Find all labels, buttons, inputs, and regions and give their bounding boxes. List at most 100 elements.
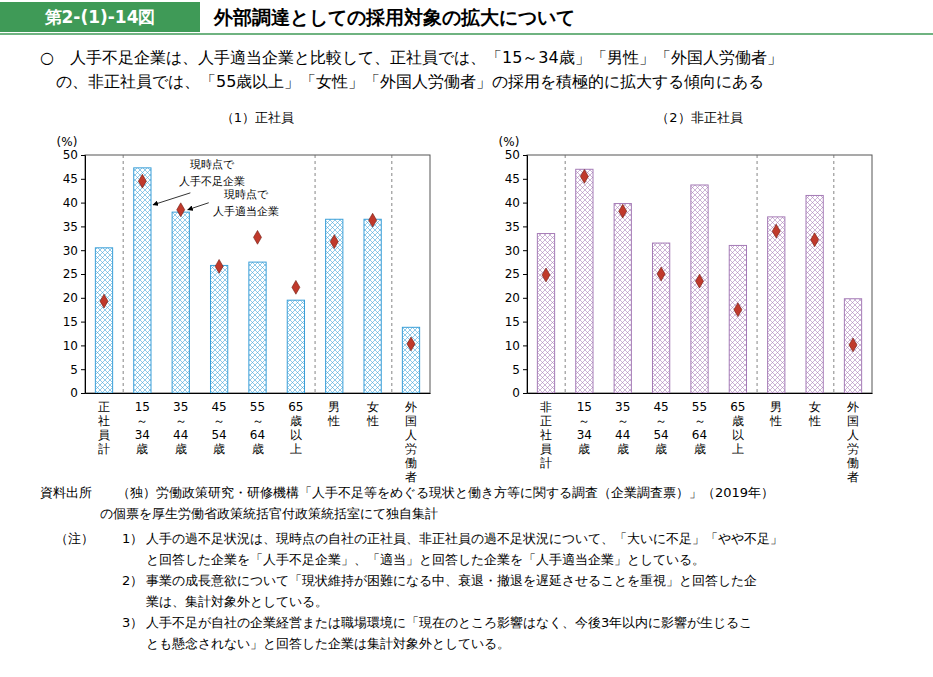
x-axis: 正社員計15～34歳35～44歳45～54歳55～64歳65歳以上男性女性外国人… (86, 393, 431, 484)
x-tick-label: 女性 (808, 400, 821, 428)
x-tick-label: 45～54歳 (211, 400, 226, 456)
x-tick-label-part: 65 (288, 400, 303, 414)
marker (542, 268, 550, 282)
marker (580, 170, 588, 184)
x-tick-label-part: 55 (692, 400, 707, 414)
x-tick-label-part: ～ (136, 414, 148, 428)
marker (330, 235, 338, 249)
x-tick-label-part: 労 (847, 442, 859, 456)
y-tick: 15 (63, 315, 85, 329)
x-tick-label-part: 者 (405, 470, 417, 484)
bar (844, 299, 861, 393)
x-tick-label-part: 以 (732, 428, 744, 442)
x-tick-label-part: 性 (327, 414, 340, 428)
bar (134, 168, 151, 393)
y-tick: 50 (63, 148, 85, 162)
bar (729, 245, 746, 393)
x-tick-label-part: ～ (213, 414, 225, 428)
x-tick-label-part: ～ (175, 414, 187, 428)
x-tick-label-part: 計 (98, 442, 110, 456)
x-tick-label-part: 社 (540, 428, 552, 442)
source-label: 資料出所 (40, 485, 92, 500)
figure-title: 外部調達としての採用対象の拡大について (213, 6, 575, 28)
series-annotation: 現時点で人手適当企業 (213, 188, 279, 218)
annotation-line: 現時点で (190, 158, 235, 171)
group-separator (833, 155, 834, 393)
notes-label: （注） (55, 531, 94, 546)
note-line: と回答した企業を「人手不足企業」、「適当」と回答した企業を「人手適当企業」として… (146, 552, 705, 567)
bar (806, 195, 823, 393)
summary-line: の、非正社員では、「55歳以上」「女性」「外国人労働者」の採用を積極的に拡大する… (56, 72, 764, 91)
x-tick-label-part: 35 (173, 400, 188, 414)
y-tick-mark (81, 250, 85, 251)
y-tick-mark (523, 393, 527, 394)
x-tick-label-part: 外 (847, 400, 859, 414)
y-tick-mark (81, 179, 85, 180)
x-tick: 55～64歳 (692, 393, 707, 456)
y-tick-mark (523, 369, 527, 370)
chart-title: （2）非正社員 (656, 110, 742, 125)
x-tick: 35～44歳 (173, 393, 188, 456)
x-tick-label-part: 54 (211, 428, 226, 442)
x-tick-label: 女性 (366, 400, 379, 428)
x-tick: 男性 (769, 393, 782, 428)
bar (402, 327, 419, 393)
x-tick-label-part: 15 (135, 400, 150, 414)
x-tick-label-part: 55 (250, 400, 265, 414)
marker (369, 213, 377, 227)
x-tick-label: 35～44歳 (615, 400, 630, 456)
marker (811, 233, 819, 247)
source-line: （独）労働政策研究・研修機構「人手不足等をめぐる現状と働き方等に関する調査（企業… (117, 485, 774, 500)
note-number: 1） (122, 531, 143, 546)
x-tick-label-part: 員 (98, 428, 110, 442)
x-tick-label-part: 男 (770, 400, 782, 414)
x-tick-label-part: 上 (290, 442, 302, 456)
x-tick: 女性 (808, 393, 821, 428)
x-tick-label: 15～34歳 (577, 400, 592, 456)
x-tick: 35～44歳 (615, 393, 630, 456)
x-tick-label-part: ～ (252, 414, 264, 428)
bar (537, 234, 554, 393)
chart-title: （1）正社員 (221, 110, 294, 125)
x-tick-label-part: 歳 (578, 442, 590, 456)
marker (619, 204, 627, 218)
x-tick-label-part: 64 (250, 428, 265, 442)
y-tick-mark (81, 226, 85, 227)
y-tick-mark (523, 155, 527, 156)
x-tick-label-part: 上 (732, 442, 744, 456)
x-tick-label-part: 正 (540, 414, 552, 428)
x-tick-label-part: 性 (808, 414, 821, 428)
y-tick-label: 25 (63, 267, 78, 281)
annotation-line: 人手不足企業 (179, 175, 245, 188)
x-tick-label-part: 以 (290, 428, 302, 442)
x-tick-label-part: ～ (655, 414, 667, 428)
y-tick-label: 25 (505, 267, 520, 281)
note-line: とも懸念されない」と回答した企業は集計対象外としている。 (146, 636, 510, 651)
y-tick: 15 (505, 315, 527, 329)
y-tick-mark (81, 298, 85, 299)
x-tick-label-part: 人 (405, 428, 417, 442)
x-tick-label: 55～64歳 (250, 400, 265, 456)
x-tick-label-part: 男 (328, 400, 340, 414)
bar (326, 219, 343, 393)
y-tick-label: 15 (505, 315, 520, 329)
x-tick-label: 外国人労働者 (847, 400, 859, 484)
x-tick-label-part: 35 (615, 400, 630, 414)
x-tick-label-part: 労 (405, 442, 417, 456)
bar (95, 248, 112, 393)
x-tick-label-part: ～ (617, 414, 629, 428)
y-tick: 45 (505, 172, 527, 186)
marker (657, 267, 665, 281)
x-tick-label-part: 外 (405, 400, 417, 414)
y-tick: 30 (63, 244, 85, 258)
y-tick-mark (81, 203, 85, 204)
x-tick-label-part: 国 (405, 414, 417, 428)
group-separator (565, 155, 566, 393)
y-tick: 5 (512, 363, 527, 377)
annotation-line: 現時点で (224, 188, 269, 201)
x-tick: 15～34歳 (135, 393, 150, 456)
x-tick-label: 35～44歳 (173, 400, 188, 456)
bar (364, 219, 381, 393)
marks (95, 168, 419, 393)
x-tick-label-part: 性 (366, 414, 379, 428)
